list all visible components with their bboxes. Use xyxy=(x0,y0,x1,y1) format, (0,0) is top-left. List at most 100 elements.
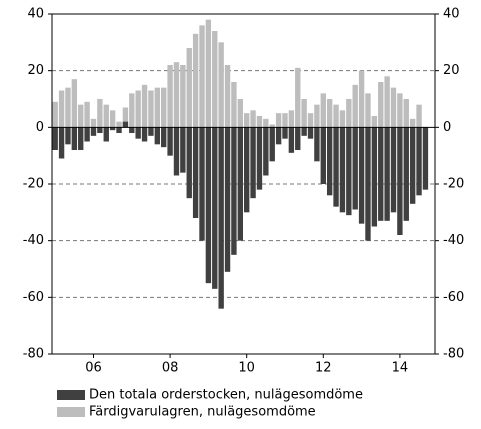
bar xyxy=(378,127,384,221)
bar xyxy=(371,116,378,128)
bar xyxy=(397,93,403,128)
bar xyxy=(256,116,263,128)
bar xyxy=(129,127,135,133)
bar xyxy=(301,99,307,128)
bar xyxy=(122,107,129,128)
y2-tick-label: -40 xyxy=(443,233,464,248)
bar xyxy=(129,93,135,128)
bar xyxy=(269,127,275,162)
bar xyxy=(180,127,186,173)
bar xyxy=(244,127,250,213)
bar xyxy=(148,90,154,128)
y2-tick-label: -20 xyxy=(443,177,464,192)
bar xyxy=(122,121,129,128)
bar xyxy=(339,110,346,128)
bar xyxy=(244,113,250,128)
y2-tick-label: -80 xyxy=(443,347,464,362)
bar xyxy=(173,127,180,176)
bar xyxy=(135,127,141,139)
bar xyxy=(346,127,352,216)
bar xyxy=(218,127,224,309)
bar xyxy=(288,110,295,128)
bar xyxy=(65,87,71,128)
bar xyxy=(161,127,167,148)
y-tick-label: -40 xyxy=(23,233,44,248)
bar xyxy=(78,104,84,128)
legend-label: Den totala orderstocken, nulägesomdöme xyxy=(89,388,363,403)
bar xyxy=(154,127,161,145)
x-tick-label: 10 xyxy=(238,361,255,376)
bar xyxy=(154,87,161,128)
bar xyxy=(116,127,122,133)
bar xyxy=(167,127,173,156)
bar xyxy=(403,127,409,221)
bar xyxy=(288,127,295,153)
bar xyxy=(97,127,103,133)
bar xyxy=(141,127,148,142)
plot-frame xyxy=(51,13,436,355)
bar xyxy=(205,19,212,128)
y2-tick-label: 20 xyxy=(443,63,460,78)
bar xyxy=(307,113,314,128)
bar xyxy=(109,110,116,128)
y-tick-label: 40 xyxy=(27,7,44,22)
bar xyxy=(173,62,180,128)
bar xyxy=(365,127,371,241)
bar xyxy=(90,127,97,136)
bar xyxy=(384,127,390,221)
bar xyxy=(218,42,224,128)
bar xyxy=(320,93,326,128)
bar xyxy=(307,127,314,139)
bar xyxy=(295,127,301,150)
bar xyxy=(358,70,365,128)
bar xyxy=(52,127,58,150)
bar xyxy=(333,104,339,128)
bar xyxy=(103,104,109,128)
bar xyxy=(84,101,90,128)
bar xyxy=(167,65,173,128)
bar xyxy=(358,127,365,224)
bar xyxy=(148,127,154,136)
bar xyxy=(192,33,199,128)
x-tick-label: 06 xyxy=(85,361,102,376)
bar xyxy=(90,118,97,128)
bar xyxy=(109,127,116,131)
bar xyxy=(352,84,358,128)
bar xyxy=(71,79,78,128)
bar xyxy=(250,127,256,199)
bar xyxy=(263,118,269,128)
legend-swatch xyxy=(57,390,85,400)
bar xyxy=(141,84,148,128)
bar xyxy=(224,127,231,272)
bar xyxy=(103,127,109,142)
bar xyxy=(65,127,71,145)
y2-tick-label: 0 xyxy=(443,120,451,135)
bar xyxy=(231,82,237,128)
bar xyxy=(199,127,205,241)
y-tick-label: -60 xyxy=(23,290,44,305)
bar xyxy=(314,104,320,128)
bar xyxy=(205,127,212,284)
bar xyxy=(212,127,218,289)
bar xyxy=(320,127,326,184)
bar xyxy=(378,82,384,128)
bar xyxy=(416,104,422,128)
bar xyxy=(180,65,186,128)
bar xyxy=(58,127,65,159)
bar xyxy=(333,127,339,207)
bar xyxy=(237,127,243,241)
bar xyxy=(352,127,358,210)
x-tick-label: 12 xyxy=(315,361,332,376)
bar xyxy=(231,127,237,255)
bar xyxy=(326,99,333,128)
bar xyxy=(275,127,282,145)
bar xyxy=(256,127,263,190)
x-tick-label: 14 xyxy=(392,361,409,376)
bar xyxy=(186,48,192,128)
bar xyxy=(237,99,243,128)
bar xyxy=(78,127,84,150)
bar xyxy=(224,65,231,128)
bar xyxy=(282,127,288,139)
y-tick-label: -80 xyxy=(23,347,44,362)
